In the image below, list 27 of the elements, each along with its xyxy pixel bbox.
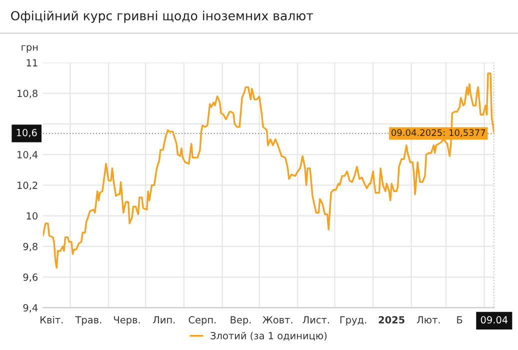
y-tick-label: 10,8	[18, 90, 38, 98]
x-tick-label: Трав.	[75, 316, 102, 326]
x-tick-label: Лип.	[152, 316, 175, 324]
y-tick-label: 9,8	[23, 242, 38, 252]
x-tick-label: Б	[457, 316, 462, 324]
y-tick-label: 11	[26, 59, 38, 66]
y-tick-label: 9,6	[23, 274, 38, 282]
annotation: 10,6	[16, 128, 37, 138]
x-tick-label: Груд.	[340, 316, 366, 326]
x-tick-label: Лист.	[302, 316, 329, 324]
y-tick-label: 10,2	[18, 182, 38, 190]
x-tick-label: Черв.	[114, 316, 140, 326]
x-tick-label: Квіт.	[40, 316, 63, 324]
x-tick-label: 09.04	[480, 316, 508, 324]
annotation: 09.04.2025: 10,5377	[392, 129, 486, 137]
y-tick-label: 9,4	[23, 304, 38, 312]
x-tick-label: Вер.	[230, 316, 251, 326]
y-tick-label: 10,4	[18, 151, 38, 160]
x-tick-label: Жовт.	[262, 316, 292, 324]
y-tick-label: 10	[26, 212, 38, 220]
line-series	[42, 72, 494, 269]
x-tick-label: 2025	[378, 316, 404, 324]
legend-label: Злотий (за 1 одиницю)	[210, 332, 327, 341]
x-tick-label: Лют.	[416, 316, 440, 324]
x-tick-label: Серп.	[188, 316, 216, 326]
y-axis-title: грн	[22, 45, 38, 53]
chart-title: Офіційний курс гривні щодо іноземних валют	[11, 10, 314, 23]
